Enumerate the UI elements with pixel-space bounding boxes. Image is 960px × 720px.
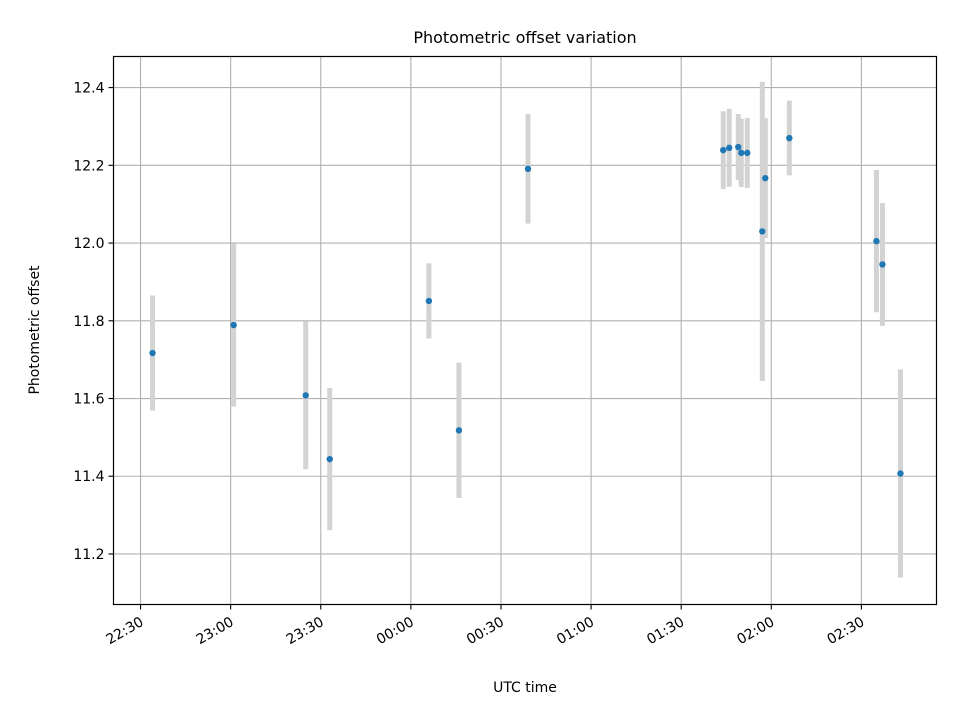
plot-frame — [112, 55, 938, 606]
data-point — [738, 149, 745, 157]
data-point — [873, 237, 880, 245]
data-point — [744, 149, 751, 157]
y-tick-label: 12.0 — [73, 236, 104, 252]
y-tick-label: 11.8 — [73, 314, 104, 330]
data-point — [759, 228, 766, 235]
grid-layer — [113, 56, 937, 605]
point-layer — [149, 134, 904, 477]
data-point — [720, 146, 727, 154]
data-point — [149, 349, 156, 357]
data-point — [786, 134, 793, 142]
data-point — [230, 321, 237, 329]
data-point — [897, 470, 904, 477]
y-tick-label: 12.4 — [73, 81, 104, 97]
y-tick-label: 11.2 — [73, 547, 104, 563]
data-point — [455, 427, 463, 434]
y-axis: 11.2 11.4 11.6 11.8 12.0 12.2 12.4 — [73, 81, 114, 563]
data-point — [524, 165, 532, 173]
y-tick-label: 12.2 — [73, 158, 104, 174]
data-point — [425, 297, 433, 305]
y-tick-label: 11.6 — [73, 392, 104, 408]
chart-title: Photometric offset variation — [413, 28, 636, 47]
data-point — [879, 261, 886, 268]
data-point — [302, 392, 309, 399]
y-axis-label: Photometric offset — [27, 265, 43, 395]
x-axis-label: UTC time — [493, 680, 557, 696]
data-point — [762, 174, 769, 182]
y-tick-label: 11.4 — [73, 469, 104, 485]
data-point — [735, 143, 742, 151]
data-point — [326, 455, 333, 463]
data-point — [726, 144, 733, 152]
